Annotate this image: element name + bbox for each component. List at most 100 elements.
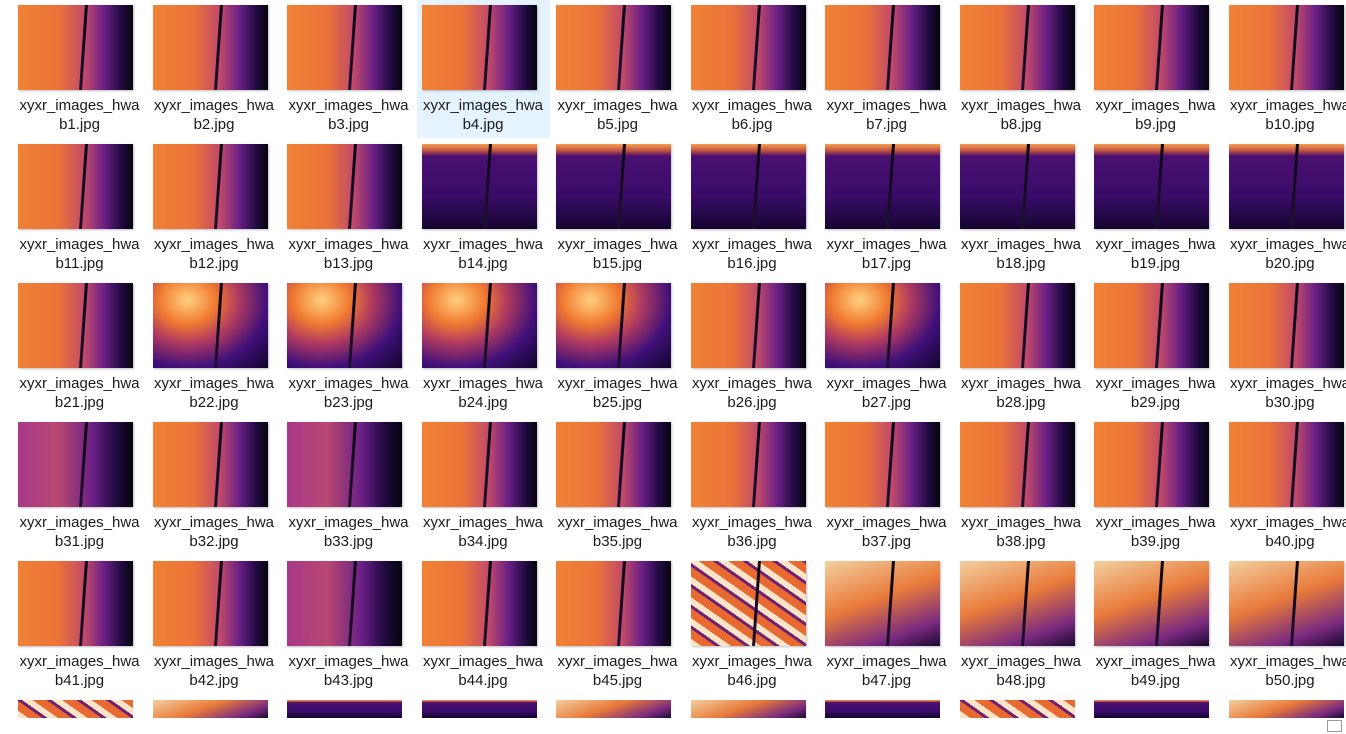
file-item[interactable]: xyxr_images_hwa b8.jpg bbox=[955, 0, 1088, 138]
thumbnail bbox=[287, 561, 402, 646]
file-item[interactable]: xyxr_images_hwa b45.jpg bbox=[551, 556, 684, 694]
thumbnail bbox=[1228, 144, 1344, 229]
file-item[interactable]: xyxr_images_hwa b32.jpg bbox=[148, 417, 281, 555]
file-item[interactable]: xyxr_images_hwa b44.jpg bbox=[417, 556, 550, 694]
file-item[interactable]: xyxr_images_hwa b31.jpg bbox=[13, 417, 146, 555]
file-item[interactable]: xyxr_images_hwa b1.jpg bbox=[13, 0, 146, 138]
file-name: b37.jpg bbox=[861, 533, 912, 550]
file-item[interactable]: xyxr_images_hwa b17.jpg bbox=[820, 139, 953, 277]
file-name: xyxr_images_hwa bbox=[1229, 375, 1346, 392]
file-item[interactable]: xyxr_images_hwa b47.jpg bbox=[820, 556, 953, 694]
thumbnail bbox=[690, 422, 806, 507]
file-item[interactable]: xyxr_images_hwa b46.jpg bbox=[686, 556, 819, 694]
file-name: b33.jpg bbox=[323, 533, 374, 550]
file-item[interactable]: xyxr_images_hwa b2.jpg bbox=[148, 0, 281, 138]
file-item[interactable]: xyxr_images_hwa b3.jpg bbox=[282, 0, 415, 138]
file-item[interactable]: xyxr_images_hwa b21.jpg bbox=[13, 278, 146, 416]
file-name: b21.jpg bbox=[54, 394, 105, 411]
file-item[interactable]: xyxr_images_hwa b15.jpg bbox=[551, 139, 684, 277]
file-name: xyxr_images_hwa bbox=[19, 514, 140, 531]
file-item[interactable]: xyxr_images_hwa b18.jpg bbox=[955, 139, 1088, 277]
file-name: b27.jpg bbox=[861, 394, 912, 411]
thumbnail bbox=[152, 144, 268, 229]
file-item[interactable]: xyxr_images_hwa b33.jpg bbox=[282, 417, 415, 555]
file-item[interactable]: xyxr_images_hwa b22.jpg bbox=[148, 278, 281, 416]
file-name: b31.jpg bbox=[54, 533, 105, 550]
file-item[interactable]: xyxr_images_hwa b4.jpg bbox=[416, 0, 550, 138]
file-item[interactable]: xyxr_images_hwa b7.jpg bbox=[820, 0, 953, 138]
file-name: b12.jpg bbox=[189, 255, 239, 272]
thumbnail bbox=[18, 561, 133, 646]
file-item[interactable]: xyxr_images_hwa b43.jpg bbox=[282, 556, 415, 694]
file-item[interactable]: xyxr_images_hwa b13.jpg bbox=[282, 139, 415, 277]
thumbnail bbox=[421, 5, 537, 90]
file-name: xyxr_images_hwa bbox=[691, 653, 813, 670]
thumbnail-partial bbox=[556, 700, 671, 718]
file-item[interactable]: xyxr_images_hwa b35.jpg bbox=[551, 417, 684, 555]
file-name: b26.jpg bbox=[727, 394, 777, 411]
file-item[interactable]: xyxr_images_hwa b25.jpg bbox=[551, 278, 684, 416]
file-item[interactable]: xyxr_images_hwa b41.jpg bbox=[13, 556, 146, 694]
file-item[interactable]: xyxr_images_hwa b38.jpg bbox=[955, 417, 1088, 555]
thumbnail bbox=[18, 422, 133, 507]
file-item[interactable]: xyxr_images_hwa b14.jpg bbox=[417, 139, 550, 277]
file-item[interactable]: xyxr_images_hwa b39.jpg bbox=[1089, 417, 1222, 555]
file-name: b11.jpg bbox=[55, 255, 104, 272]
file-name: xyxr_images_hwa bbox=[1095, 514, 1216, 531]
file-name: b29.jpg bbox=[1130, 394, 1181, 411]
file-item[interactable]: xyxr_images_hwa b49.jpg bbox=[1089, 556, 1222, 694]
file-name: b14.jpg bbox=[458, 255, 508, 272]
thumbnail bbox=[556, 283, 671, 368]
file-item[interactable]: xyxr_images_hwa b42.jpg bbox=[148, 556, 281, 694]
file-item[interactable]: xyxr_images_hwa b9.jpg bbox=[1089, 0, 1222, 138]
thumbnail-partial bbox=[690, 700, 806, 718]
file-item[interactable]: xyxr_images_hwa b29.jpg bbox=[1089, 278, 1222, 416]
file-name: xyxr_images_hwa bbox=[826, 514, 947, 531]
thumbnail bbox=[959, 561, 1075, 646]
thumbnail bbox=[959, 5, 1075, 90]
file-item[interactable]: xyxr_images_hwa b20.jpg bbox=[1224, 139, 1346, 277]
file-name: xyxr_images_hwa bbox=[153, 653, 275, 670]
file-name: b40.jpg bbox=[1265, 533, 1315, 550]
thumbnail bbox=[1228, 5, 1344, 90]
file-item[interactable]: xyxr_images_hwa b34.jpg bbox=[417, 417, 550, 555]
thumbnail bbox=[152, 561, 268, 646]
file-item[interactable]: xyxr_images_hwa b27.jpg bbox=[820, 278, 953, 416]
file-item[interactable]: xyxr_images_hwa b48.jpg bbox=[955, 556, 1088, 694]
file-item[interactable]: xyxr_images_hwa b11.jpg bbox=[13, 139, 146, 277]
file-name: xyxr_images_hwa bbox=[422, 97, 544, 114]
file-name: xyxr_images_hwa bbox=[960, 653, 1082, 670]
file-item[interactable]: xyxr_images_hwa b23.jpg bbox=[282, 278, 415, 416]
file-name: xyxr_images_hwa bbox=[826, 236, 947, 253]
thumbnail bbox=[690, 561, 806, 646]
file-item[interactable]: xyxr_images_hwa b26.jpg bbox=[686, 278, 819, 416]
file-item[interactable]: xyxr_images_hwa b12.jpg bbox=[148, 139, 281, 277]
thumbnail-partial bbox=[287, 700, 402, 718]
file-item[interactable]: xyxr_images_hwa b50.jpg bbox=[1224, 556, 1346, 694]
thumbnail bbox=[18, 283, 133, 368]
file-name: b25.jpg bbox=[592, 394, 643, 411]
file-item[interactable]: xyxr_images_hwa b24.jpg bbox=[417, 278, 550, 416]
file-item[interactable]: xyxr_images_hwa b10.jpg bbox=[1224, 0, 1346, 138]
thumbnail bbox=[690, 5, 806, 90]
thumbnail bbox=[1228, 561, 1344, 646]
file-name: b13.jpg bbox=[323, 255, 374, 272]
file-item[interactable]: xyxr_images_hwa b16.jpg bbox=[686, 139, 819, 277]
file-item[interactable]: xyxr_images_hwa b36.jpg bbox=[686, 417, 819, 555]
file-item[interactable]: xyxr_images_hwa b40.jpg bbox=[1224, 417, 1346, 555]
thumbnail bbox=[825, 561, 940, 646]
file-item[interactable]: xyxr_images_hwa b19.jpg bbox=[1089, 139, 1222, 277]
file-name: xyxr_images_hwa bbox=[960, 236, 1082, 253]
thumbnail-partial bbox=[421, 700, 537, 718]
file-name: xyxr_images_hwa bbox=[19, 653, 140, 670]
file-item[interactable]: xyxr_images_hwa b37.jpg bbox=[820, 417, 953, 555]
view-toggle[interactable] bbox=[1327, 720, 1342, 732]
file-item[interactable]: xyxr_images_hwa b28.jpg bbox=[955, 278, 1088, 416]
file-item[interactable]: xyxr_images_hwa b6.jpg bbox=[686, 0, 819, 138]
file-name: xyxr_images_hwa bbox=[1229, 236, 1346, 253]
thumbnail bbox=[556, 5, 671, 90]
file-name: b7.jpg bbox=[866, 116, 907, 133]
file-name: xyxr_images_hwa bbox=[691, 514, 813, 531]
file-item[interactable]: xyxr_images_hwa b30.jpg bbox=[1224, 278, 1346, 416]
file-item[interactable]: xyxr_images_hwa b5.jpg bbox=[551, 0, 684, 138]
